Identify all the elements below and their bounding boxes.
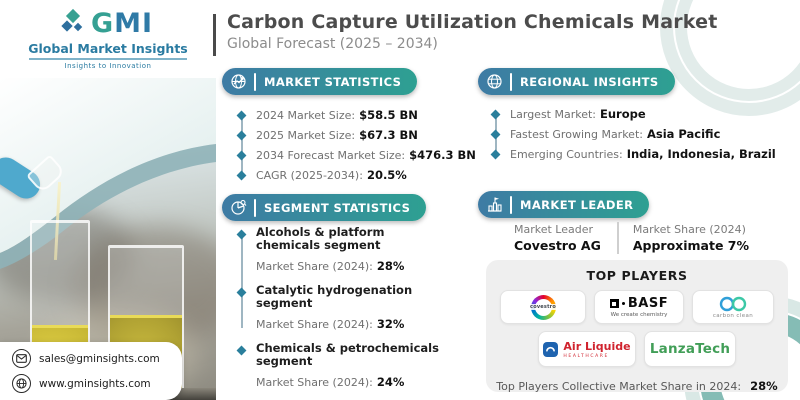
segment-name: Alcohols & platform chemicals segment	[256, 225, 385, 252]
list-item: Fastest Growing Market: Asia Pacific	[490, 124, 776, 144]
diamond-bullet-icon	[236, 345, 247, 356]
brand-name: GMI	[90, 7, 154, 39]
market-leader-info: Market Leader Covestro AG Market Share (…	[500, 222, 765, 254]
brand-logo: GMI Global Market Insights Insights to I…	[12, 6, 204, 70]
lanzatech-logo: LanzaTech	[644, 331, 736, 367]
contact-website-row[interactable]: www.gminsights.com	[12, 374, 172, 393]
diamond-bullet-icon	[490, 129, 501, 139]
diamond-bullet-icon	[236, 110, 247, 120]
diamond-bullet-icon	[490, 109, 501, 119]
pill-separator	[510, 72, 512, 91]
pill-separator	[254, 198, 256, 217]
title-divider	[213, 14, 216, 56]
contact-website: www.gminsights.com	[39, 377, 151, 390]
bullet-connector-line	[241, 235, 243, 328]
share-label: Market Share (2024)	[632, 223, 746, 236]
vertical-divider	[616, 222, 619, 254]
diamond-bullet-icon	[236, 287, 247, 298]
globe-icon	[12, 374, 31, 393]
segment-share: Market Share (2024): 24%	[256, 375, 405, 389]
brand-tagline: Insights to Innovation	[64, 61, 152, 70]
brand-full-name: Global Market Insights	[28, 41, 188, 56]
segment-item: Catalytic hydrogenation segment Market S…	[236, 283, 452, 332]
top-players-box: TOP PLAYERS covestro BASF We create chem…	[486, 260, 788, 393]
diamond-bullet-icon	[236, 170, 247, 180]
pie-magnifier-icon	[228, 198, 248, 218]
segment-statistics-header: SEGMENT STATISTICS	[222, 194, 427, 221]
segment-name: Catalytic hydrogenation segment	[256, 283, 413, 310]
brand-rule	[29, 58, 187, 60]
list-item: CAGR (2025-2034): 20.5%	[236, 165, 476, 185]
section-heading: MARKET STATISTICS	[264, 74, 402, 89]
contact-email-row[interactable]: sales@gminsights.com	[12, 349, 172, 368]
segment-item: Alcohols & platform chemicals segment Ma…	[236, 225, 452, 274]
bullet-connector-line	[241, 115, 243, 177]
regional-insights-list: Largest Market: Europe Fastest Growing Ma…	[490, 104, 776, 164]
segment-statistics-list: Alcohols & platform chemicals segment Ma…	[236, 225, 452, 400]
contact-email: sales@gminsights.com	[39, 352, 160, 365]
segment-item: Chemicals & petrochemicals segment Marke…	[236, 341, 452, 390]
air-liquide-swirl-icon	[543, 341, 559, 357]
section-heading: REGIONAL INSIGHTS	[520, 74, 659, 89]
covestro-ring-icon: covestro	[529, 294, 557, 320]
list-item: 2025 Market Size: $67.3 BN	[236, 125, 476, 145]
share-value: Approximate 7%	[632, 238, 749, 253]
bar-chart-flag-icon	[484, 195, 504, 215]
segment-share: Market Share (2024): 32%	[256, 317, 405, 331]
globe-chart-icon	[228, 72, 248, 92]
list-item: 2034 Forecast Market Size: $476.3 BN	[236, 145, 476, 165]
market-statistics-list: 2024 Market Size: $58.5 BN 2025 Market Si…	[236, 105, 476, 185]
teal-swoosh-decoration	[0, 78, 216, 269]
carbon-clean-rings-icon	[719, 296, 747, 311]
corner-ring-decoration-top	[660, 0, 800, 116]
brand-logo-row: GMI	[12, 6, 204, 40]
diamond-bullet-icon	[490, 149, 501, 159]
list-item: 2024 Market Size: $58.5 BN	[236, 105, 476, 125]
leader-column: Market Leader Covestro AG	[500, 223, 617, 253]
title-block: Carbon Capture Utilization Chemicals Mar…	[227, 11, 717, 52]
air-liquide-logo: Air Liquide HEALTHCARE	[538, 331, 636, 367]
share-column: Market Share (2024) Approximate 7%	[619, 223, 765, 253]
top-players-heading: TOP PLAYERS	[586, 268, 688, 283]
basf-dot-icon	[621, 302, 625, 305]
leader-value: Covestro AG	[514, 238, 601, 253]
leader-label: Market Leader	[514, 223, 594, 236]
diamond-bullet-icon	[236, 130, 247, 140]
list-item: Emerging Countries: India, Indonesia, Bra…	[490, 144, 776, 164]
page-subtitle: Global Forecast (2025 – 2034)	[227, 36, 438, 52]
top-players-footer: Top Players Collective Market Share in 2…	[496, 379, 778, 393]
segment-name: Chemicals & petrochemicals segment	[256, 341, 439, 368]
list-item: Largest Market: Europe	[490, 104, 776, 124]
globe-grid-icon	[484, 72, 504, 92]
page-title: Carbon Capture Utilization Chemicals Mar…	[227, 11, 718, 33]
diamond-bullet-icon	[236, 150, 247, 160]
market-statistics-header: MARKET STATISTICS	[222, 68, 418, 95]
section-heading: MARKET LEADER	[520, 197, 634, 212]
envelope-icon	[12, 349, 31, 368]
top-players-row-2: Air Liquide HEALTHCARE LanzaTech	[538, 331, 736, 367]
segment-share: Market Share (2024): 28%	[256, 259, 405, 273]
pill-separator	[254, 72, 256, 91]
basf-logo: BASF We create chemistry	[594, 290, 684, 324]
top-players-row-1: covestro BASF We create chemistry carbon…	[500, 290, 774, 324]
basf-square-icon	[609, 299, 619, 308]
carbon-clean-logo: carbon clean	[692, 290, 774, 324]
contact-card: sales@gminsights.com www.gminsights.com	[0, 342, 182, 400]
section-heading: SEGMENT STATISTICS	[264, 200, 411, 215]
diamond-bullet-icon	[236, 229, 247, 240]
pill-separator	[510, 195, 512, 214]
regional-insights-header: REGIONAL INSIGHTS	[478, 68, 675, 95]
basf-tagline: We create chemistry	[610, 312, 668, 318]
market-leader-header: MARKET LEADER	[478, 191, 650, 218]
gmi-diamonds-icon	[61, 8, 85, 36]
covestro-logo: covestro	[500, 290, 586, 324]
